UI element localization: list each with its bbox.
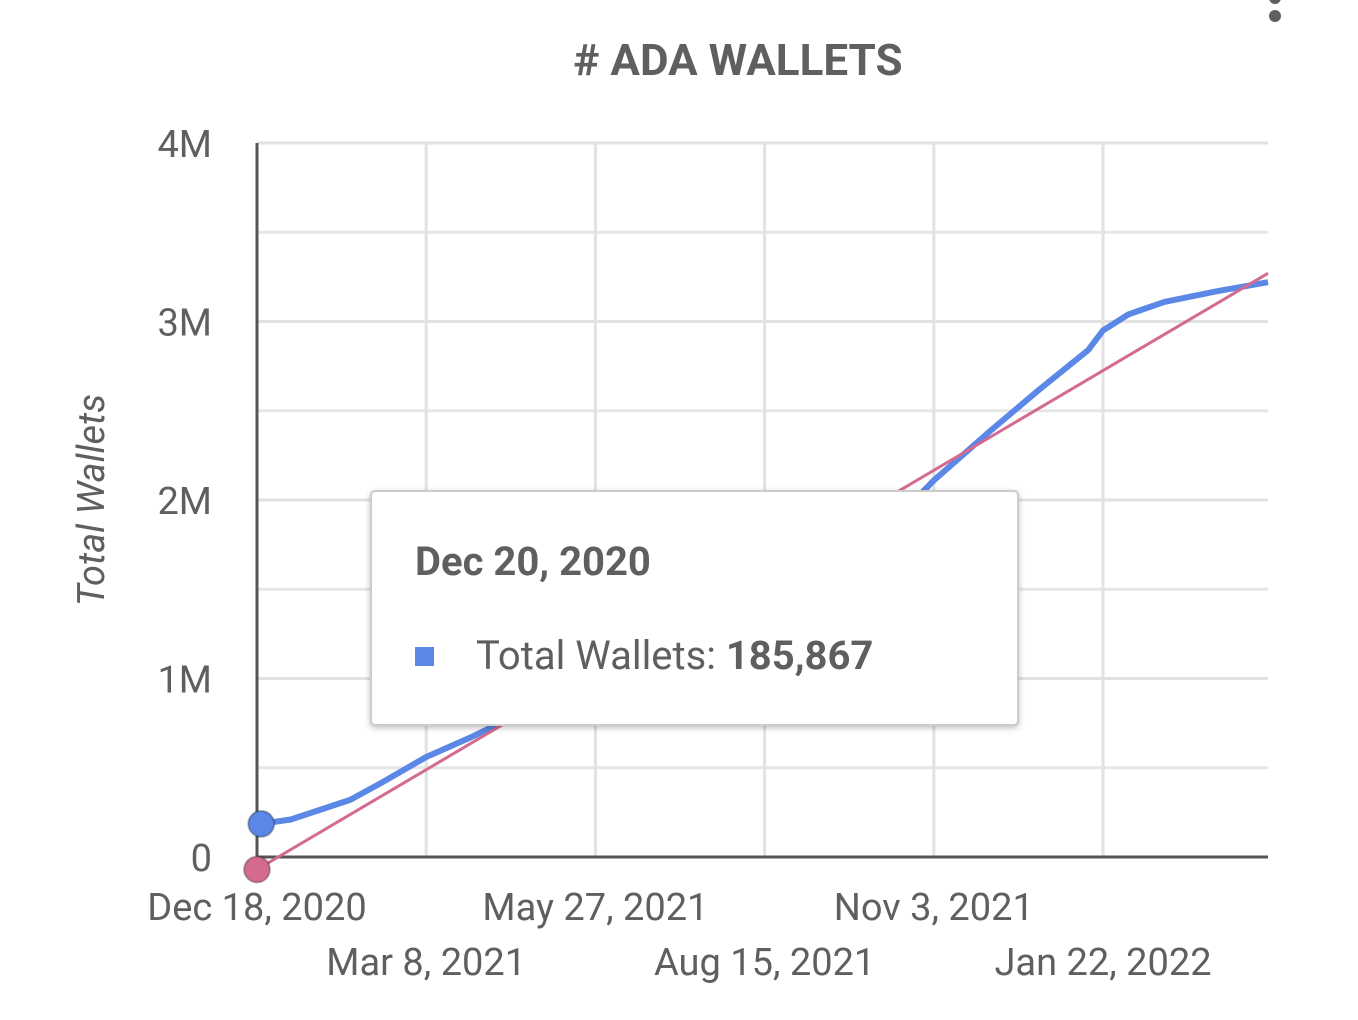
point	[247, 809, 276, 838]
y-tick-label: 4M	[157, 123, 212, 167]
tooltip-title: Dec 20, 2020	[415, 538, 651, 585]
tooltip-text: Total Wallets: 185,867	[476, 632, 873, 679]
x-tick-label: Mar 8, 2021	[326, 941, 526, 985]
y-tick-label: 0	[191, 837, 212, 881]
menu-icon[interactable]	[1269, 0, 1281, 22]
x-tick-label: Jan 22, 2022	[994, 941, 1211, 985]
x-tick-label: Dec 18, 2020	[147, 886, 366, 930]
tooltip-value: 185,867	[726, 632, 874, 679]
tooltip-swatch	[415, 647, 434, 666]
tooltip: Dec 20, 2020 Total Wallets: 185,867	[370, 490, 1019, 726]
tooltip-label: Total Wallets:	[476, 632, 716, 679]
point	[243, 855, 271, 884]
chart-title: # ADA WALLETS	[573, 34, 902, 86]
x-tick-label: May 27, 2021	[482, 886, 708, 930]
y-axis-title: Total Wallets	[70, 394, 114, 606]
y-tick-label: 2M	[157, 480, 212, 524]
tooltip-box	[370, 490, 1019, 726]
y-tick-label: 1M	[157, 659, 212, 703]
x-tick-label: Aug 15, 2021	[654, 941, 875, 985]
y-tick-label: 3M	[157, 302, 212, 346]
x-tick-label: Nov 3, 2021	[834, 886, 1034, 930]
